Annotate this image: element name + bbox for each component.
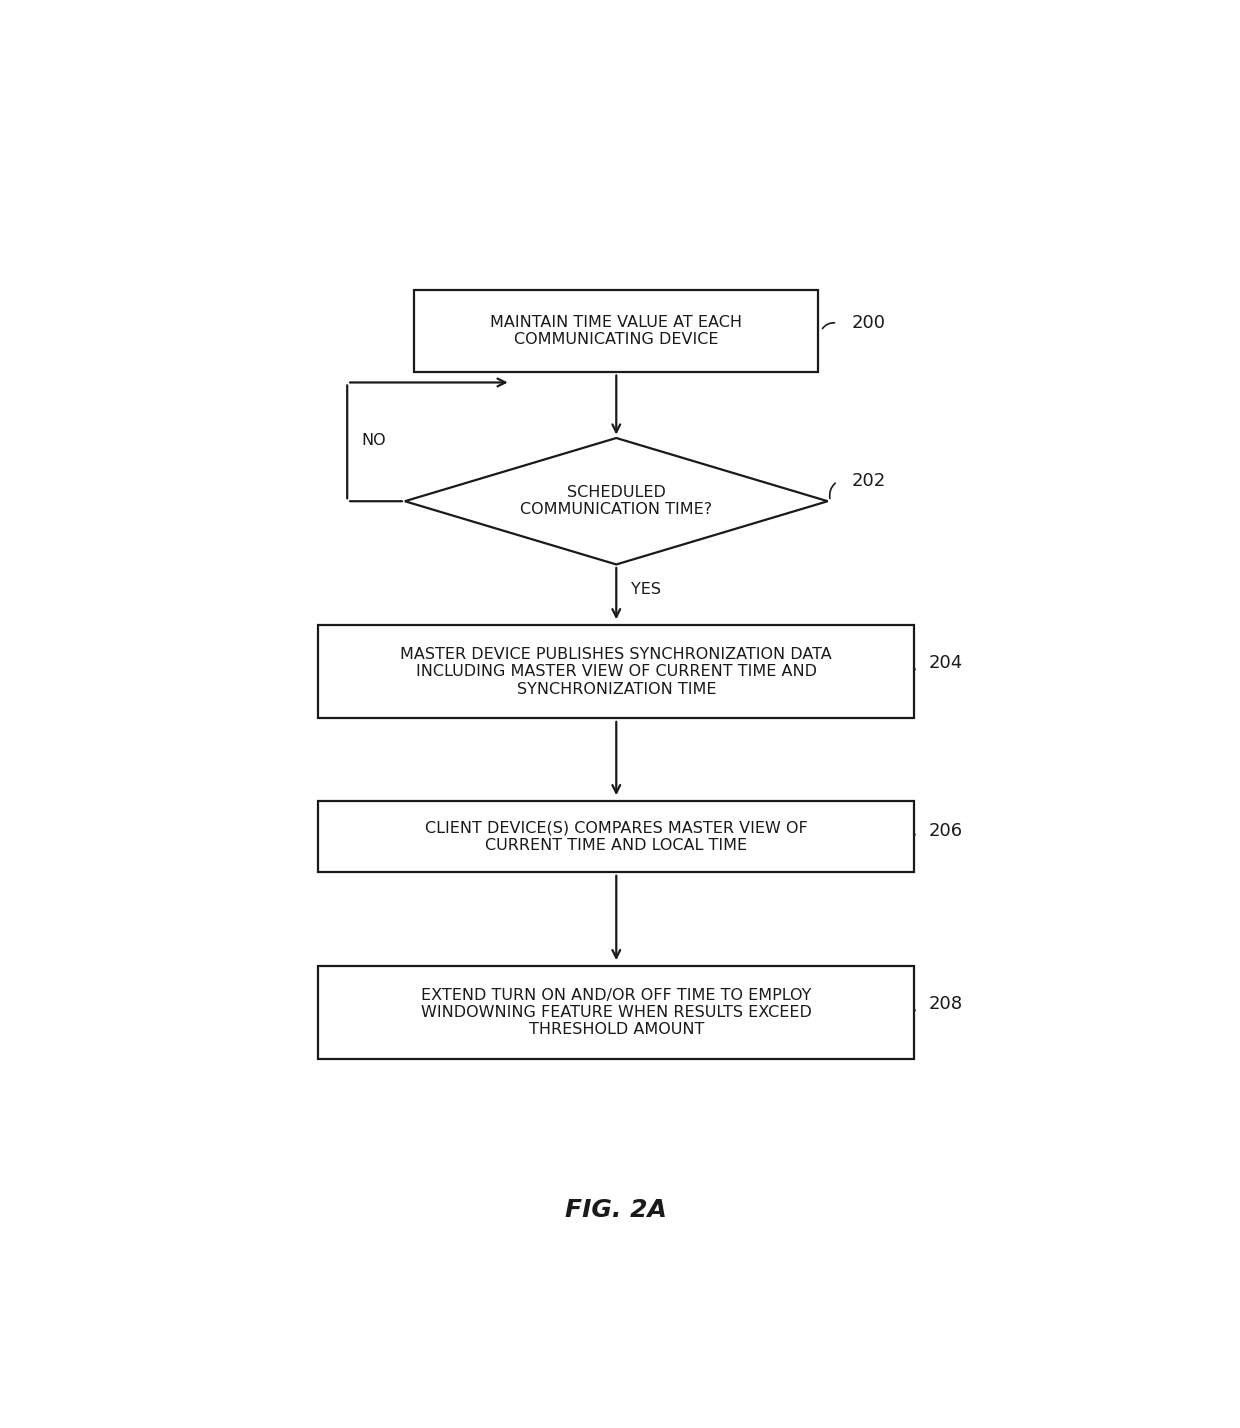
Text: EXTEND TURN ON AND/OR OFF TIME TO EMPLOY
WINDOWNING FEATURE WHEN RESULTS EXCEED
: EXTEND TURN ON AND/OR OFF TIME TO EMPLOY…: [420, 988, 812, 1037]
Text: 206: 206: [929, 823, 962, 840]
Text: 208: 208: [929, 995, 962, 1012]
Text: FIG. 2A: FIG. 2A: [565, 1198, 667, 1222]
FancyBboxPatch shape: [319, 801, 914, 873]
Text: 204: 204: [929, 654, 962, 671]
Text: NO: NO: [362, 433, 386, 448]
Text: 202: 202: [852, 473, 885, 490]
FancyBboxPatch shape: [414, 290, 818, 373]
Text: CLIENT DEVICE(S) COMPARES MASTER VIEW OF
CURRENT TIME AND LOCAL TIME: CLIENT DEVICE(S) COMPARES MASTER VIEW OF…: [425, 821, 807, 853]
Text: MAINTAIN TIME VALUE AT EACH
COMMUNICATING DEVICE: MAINTAIN TIME VALUE AT EACH COMMUNICATIN…: [490, 314, 743, 347]
FancyBboxPatch shape: [319, 965, 914, 1060]
Text: YES: YES: [631, 581, 661, 597]
Polygon shape: [404, 438, 828, 564]
Text: SCHEDULED
COMMUNICATION TIME?: SCHEDULED COMMUNICATION TIME?: [521, 486, 712, 517]
Text: MASTER DEVICE PUBLISHES SYNCHRONIZATION DATA
INCLUDING MASTER VIEW OF CURRENT TI: MASTER DEVICE PUBLISHES SYNCHRONIZATION …: [401, 647, 832, 697]
Text: 200: 200: [852, 314, 885, 333]
FancyBboxPatch shape: [319, 625, 914, 718]
